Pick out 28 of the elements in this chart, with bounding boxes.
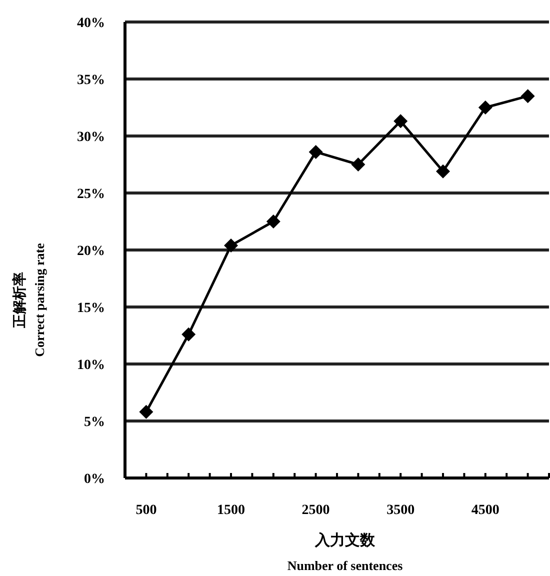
y-tick-label: 15% bbox=[77, 301, 105, 316]
point bbox=[182, 327, 196, 342]
x-tick-label: 500 bbox=[136, 503, 157, 518]
x-tick-label: 3500 bbox=[386, 503, 415, 518]
point bbox=[394, 114, 408, 128]
point bbox=[436, 164, 450, 178]
point bbox=[224, 238, 238, 252]
point bbox=[266, 214, 280, 228]
text: Number of sentences bbox=[287, 558, 403, 573]
x-tick-label: 1500 bbox=[217, 503, 245, 518]
x-tick-label: 2500 bbox=[302, 503, 330, 518]
y-tick-label: 35% bbox=[77, 73, 105, 88]
y-tick-label: 10% bbox=[77, 358, 105, 373]
text: Correct parsing rate bbox=[32, 242, 47, 357]
y-tick-label: 40% bbox=[77, 16, 105, 31]
point bbox=[351, 158, 366, 172]
point bbox=[520, 89, 535, 104]
point bbox=[478, 100, 492, 114]
y-tick-label: 30% bbox=[77, 130, 105, 145]
point bbox=[308, 144, 323, 159]
x-tick-label: 4500 bbox=[471, 503, 500, 518]
y-axis-title: 正解析率 bbox=[11, 272, 28, 329]
y-tick-label: 25% bbox=[77, 187, 105, 202]
x-axis-title: 入力文数 bbox=[314, 532, 376, 549]
point bbox=[139, 404, 154, 419]
y-tick-label: 20% bbox=[77, 244, 105, 259]
y-tick-label: 5% bbox=[84, 415, 105, 430]
y-tick-label: 0% bbox=[84, 472, 105, 487]
